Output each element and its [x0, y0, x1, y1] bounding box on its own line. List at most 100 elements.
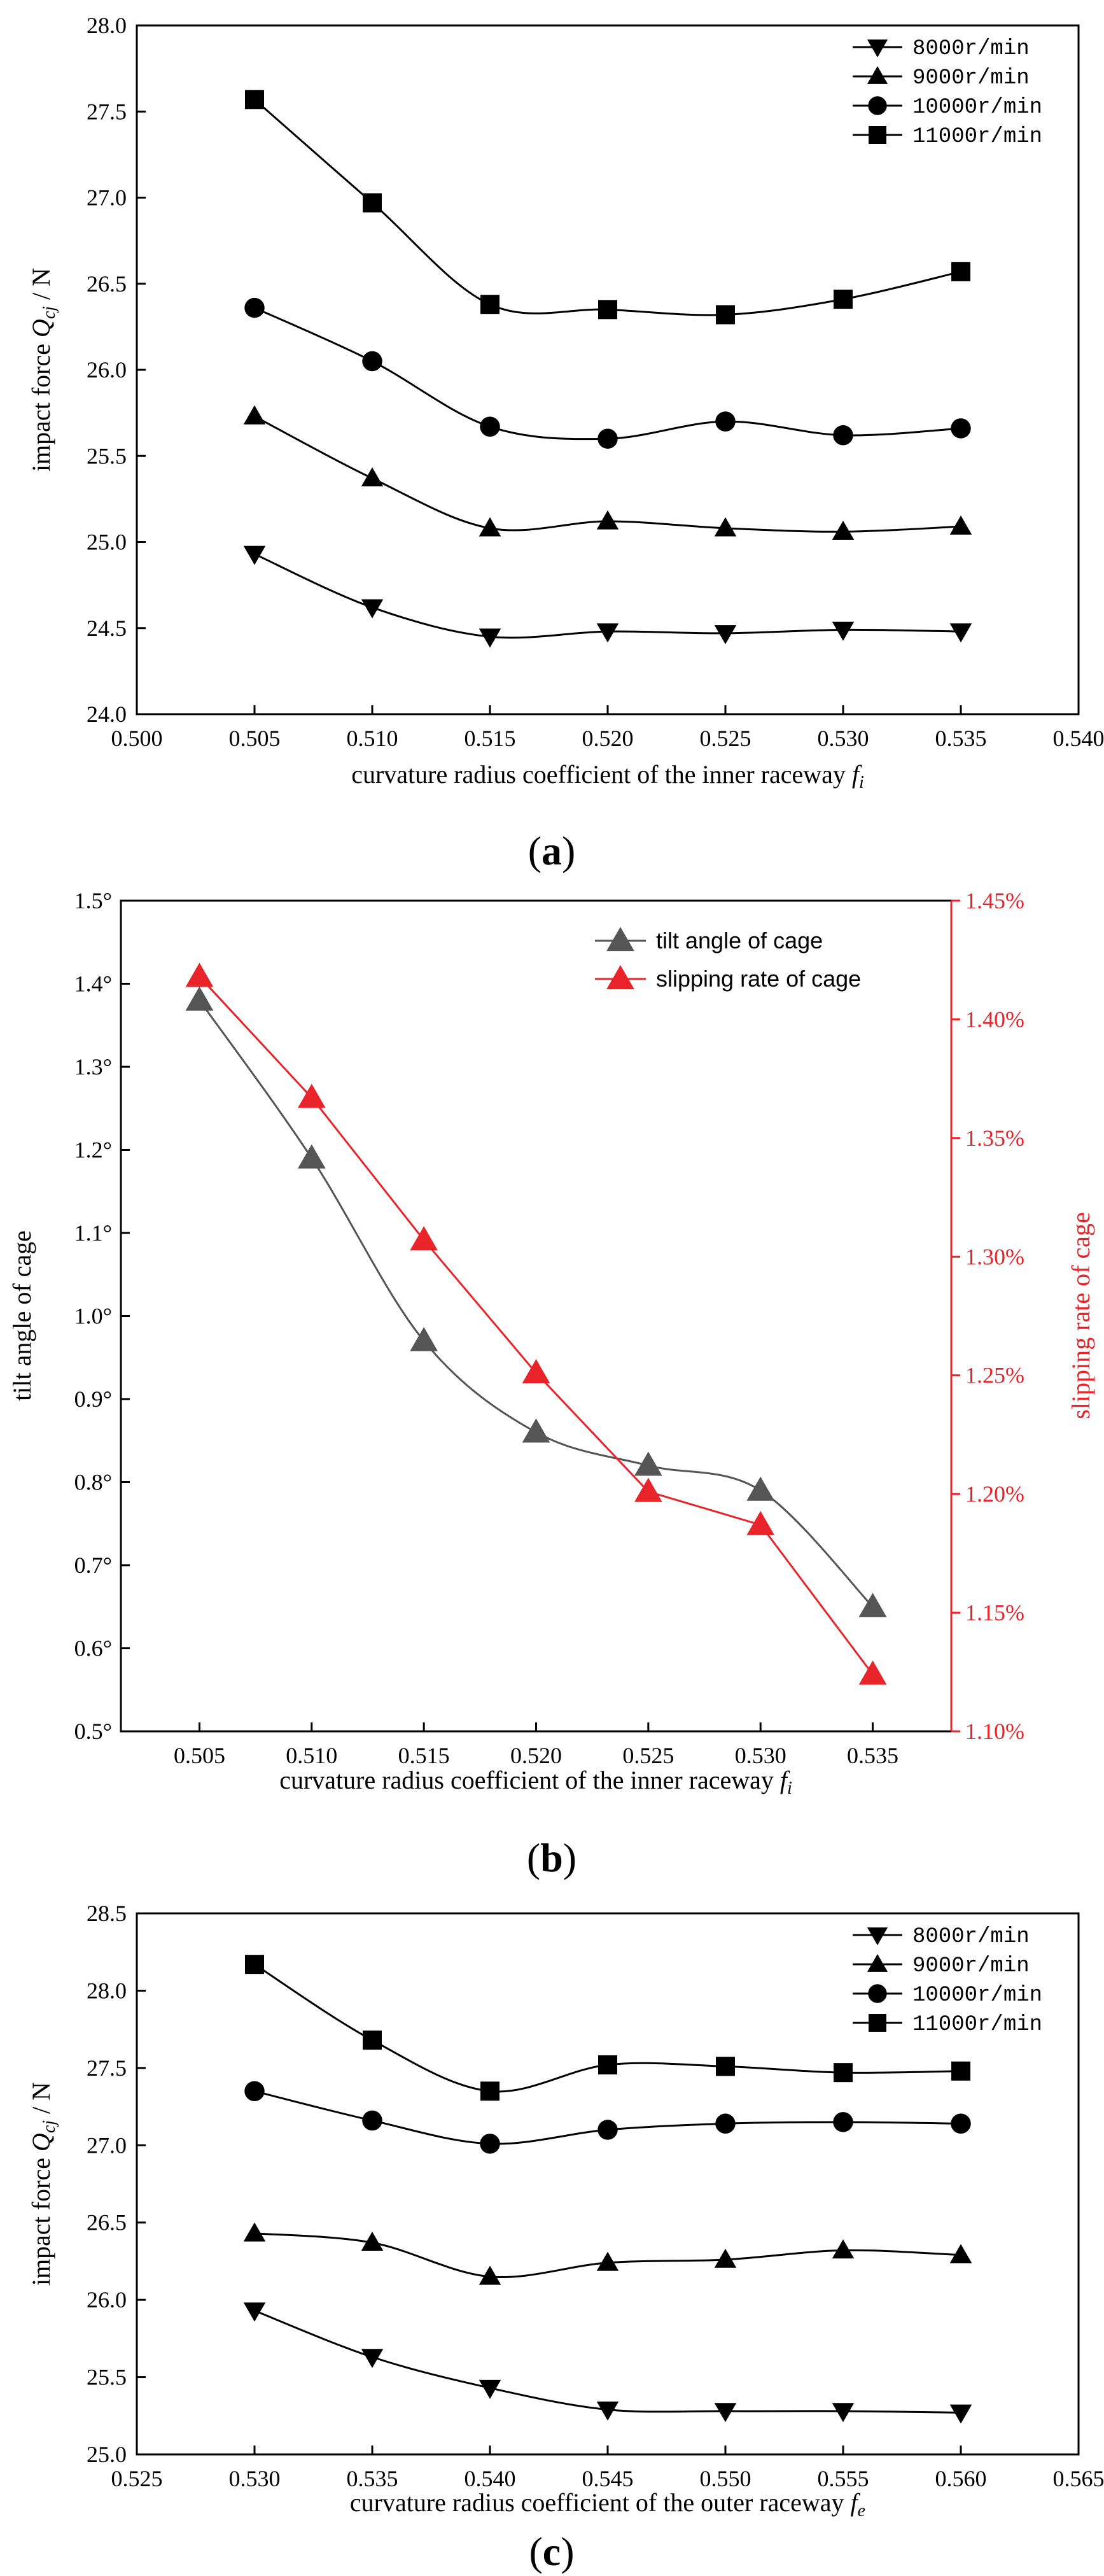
chart-b: 0.505 0.510 0.515 0.520 0.525 0.530 0.535 0.5° 0…: [8, 888, 1095, 1880]
x-tick-label: 0.545: [582, 2466, 634, 2491]
y-tick-label: 27.0: [87, 185, 127, 211]
x-tick-label: 0.540: [465, 2466, 516, 2491]
series-line-slip: [199, 976, 872, 1674]
data-point-tilt: [746, 1477, 774, 1501]
legend-marker: [867, 1927, 888, 1945]
data-point: [244, 2302, 266, 2321]
data-point: [245, 1955, 264, 1974]
y-left-tick-label: 1.5°: [74, 888, 112, 913]
data-point: [950, 2244, 972, 2263]
data-point: [598, 2055, 617, 2074]
data-point-slip: [746, 1511, 774, 1535]
legend-marker: [868, 1984, 886, 2002]
chart-c: 0.525 0.530 0.535 0.540 0.545 0.550 0.555 0.560…: [27, 1901, 1104, 2574]
data-point-slip: [859, 1661, 887, 1685]
y-tick-label: 26.5: [87, 271, 127, 297]
data-point: [598, 300, 617, 319]
legend-label: 8000r/min: [912, 1925, 1030, 1949]
data-point: [244, 546, 266, 565]
legend-label: 10000r/min: [912, 95, 1042, 120]
x-tick-label: 0.500: [111, 726, 163, 751]
legend-label: 11000r/min: [912, 2013, 1042, 2037]
data-point: [244, 2222, 266, 2241]
chart-a-ylabel: impact force Qcj / N: [27, 268, 59, 472]
y-right-tick-label: 1.15%: [965, 1600, 1024, 1626]
y-tick-label: 27.5: [87, 2055, 127, 2081]
legend-label: 9000r/min: [912, 1954, 1030, 1978]
panel-label-c: (c): [529, 2529, 574, 2574]
data-point-tilt: [186, 987, 214, 1011]
y-tick-label: 27.0: [87, 2132, 127, 2158]
data-point: [361, 600, 384, 619]
data-point: [363, 194, 382, 213]
y-left-tick-label: 0.7°: [74, 1552, 112, 1578]
data-point: [480, 2081, 500, 2101]
data-point: [480, 295, 500, 314]
data-point: [361, 2349, 384, 2368]
y-right-tick-label: 1.45%: [965, 888, 1024, 913]
data-point: [951, 2114, 971, 2134]
x-tick-label: 0.505: [229, 726, 281, 751]
data-point: [244, 2081, 265, 2102]
data-point: [951, 262, 970, 281]
legend-marker: [867, 1954, 888, 1972]
y-tick-label: 25.5: [87, 443, 127, 468]
y-tick-label: 26.5: [87, 2210, 127, 2235]
x-tick-label: 0.535: [847, 1743, 898, 1768]
y-tick-label: 25.0: [87, 530, 127, 555]
data-point: [715, 2249, 737, 2268]
x-tick-label: 0.535: [935, 726, 987, 751]
y-right-tick-label: 1.35%: [965, 1125, 1024, 1151]
data-point: [715, 625, 737, 644]
y-tick-label: 25.5: [87, 2365, 127, 2390]
data-point: [480, 2134, 500, 2154]
y-tick-label: 28.0: [87, 13, 127, 38]
legend-label: tilt angle of cage: [656, 927, 823, 954]
x-tick-label: 0.525: [111, 2466, 163, 2491]
y-left-tick-label: 0.9°: [74, 1386, 112, 1412]
data-point: [715, 411, 736, 432]
y-tick-label: 25.0: [87, 2442, 127, 2467]
legend-marker: [606, 965, 634, 989]
series-line-tilt: [199, 1001, 872, 1607]
data-point: [715, 2403, 737, 2422]
y-tick-label: 26.0: [87, 357, 127, 383]
x-tick-label: 0.530: [735, 1743, 786, 1768]
y-tick-label: 28.5: [87, 1901, 127, 1926]
x-tick-label: 0.565: [1053, 2466, 1104, 2491]
chart-b-xlabel: curvature radius coefficient of the inne…: [279, 1766, 792, 1798]
data-point: [362, 2111, 382, 2131]
figure-canvas: 0.500 0.505 0.510 0.515 0.520 0.525 0.530 0.535…: [0, 0, 1104, 2576]
data-point: [245, 90, 264, 109]
data-point: [363, 2031, 382, 2050]
legend-label: 11000r/min: [912, 125, 1042, 149]
data-point: [832, 2403, 855, 2422]
y-tick-label: 28.0: [87, 1978, 127, 2003]
data-point: [833, 425, 853, 446]
y-tick-label: 27.5: [87, 99, 127, 124]
legend-label: 9000r/min: [912, 66, 1030, 90]
chart-c-ylabel: impact force Qcj / N: [27, 2082, 59, 2286]
y-left-tick-label: 1.0°: [74, 1304, 112, 1329]
series-line-8000r/min: [255, 2311, 961, 2412]
y-right-tick-label: 1.20%: [965, 1481, 1024, 1507]
x-tick-label: 0.510: [347, 726, 398, 751]
data-point-slip: [410, 1226, 438, 1250]
legend-marker: [867, 66, 888, 84]
x-tick-label: 0.530: [229, 2466, 281, 2491]
y-right-tick-label: 1.40%: [965, 1006, 1024, 1032]
y-tick-label: 24.5: [87, 616, 127, 641]
x-tick-label: 0.515: [398, 1743, 450, 1768]
legend-marker: [867, 39, 888, 57]
data-point-slip: [186, 962, 214, 987]
x-tick-label: 0.535: [347, 2466, 398, 2491]
data-point: [951, 2062, 970, 2081]
data-point: [361, 467, 384, 486]
series-line-10000r/min: [255, 308, 961, 439]
y-right-tick-label: 1.30%: [965, 1244, 1024, 1269]
data-point: [715, 2114, 736, 2134]
series-line-11000r/min: [255, 99, 961, 315]
data-point-tilt: [522, 1418, 550, 1442]
chart-c-xlabel: curvature radius coefficient of the oute…: [350, 2488, 865, 2521]
x-tick-label: 0.510: [286, 1743, 337, 1768]
